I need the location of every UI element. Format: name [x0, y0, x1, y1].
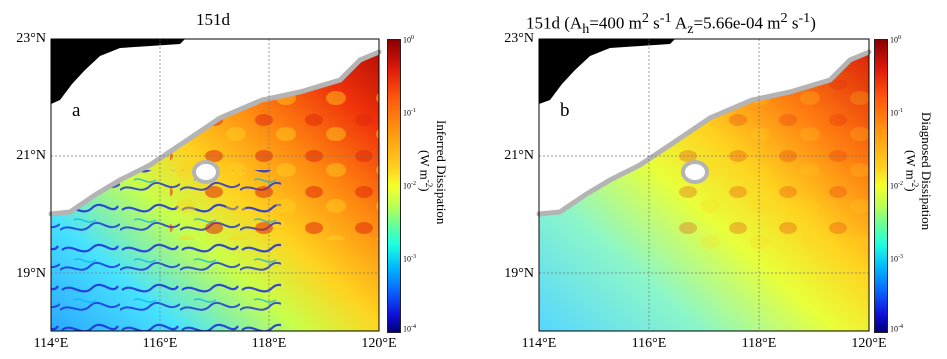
- coastline-b: [536, 49, 872, 217]
- colorbar-b: [874, 39, 888, 333]
- colorbar-unit-b: (W m-2): [903, 150, 920, 192]
- lon-label-114-b: 114°E: [521, 336, 557, 351]
- lat-label-21: 21°N: [16, 148, 46, 163]
- panel-title-a: 151d: [196, 10, 230, 29]
- panel-title-b: 151d (Ah=400 m2 s-1 Az=5.66e-04 m2 s-1): [526, 10, 816, 38]
- lat-label-23: 23°N: [16, 31, 46, 46]
- map-frame-a: [50, 38, 380, 332]
- coastline-a: [48, 49, 382, 217]
- island-a: [192, 160, 220, 184]
- lon-label-114: 114°E: [33, 336, 69, 351]
- panel-a: 151d a 23°N 21°N 19°N 114°E 116°E 118°E …: [0, 0, 473, 359]
- panel-letter-a: a: [72, 100, 81, 121]
- colorbar-tick-3-b: 10-3: [890, 254, 903, 264]
- colorbar-tick-2-b: 10-2: [890, 181, 903, 191]
- colorbar-tick-1-a: 10-1: [403, 108, 416, 118]
- lat-label-23-b: 23°N: [504, 31, 534, 46]
- lon-label-116-b: 116°E: [631, 336, 667, 351]
- panel-letter-b: b: [560, 100, 570, 121]
- colorbar-unit-a: (W m-2): [417, 150, 434, 192]
- map-a-graphics: [48, 38, 382, 332]
- land-area-b: [539, 39, 869, 214]
- lon-label-120-b: 120°E: [851, 336, 887, 351]
- lon-label-120: 120°E: [361, 336, 397, 351]
- panel-b: 151d (Ah=400 m2 s-1 Az=5.66e-04 m2 s-1) …: [474, 0, 947, 359]
- lat-label-19: 19°N: [16, 266, 46, 281]
- colorbar-tick-0-a: 100: [403, 35, 414, 45]
- colorbar-tick-3-a: 10-3: [403, 254, 416, 264]
- lat-label-19-b: 19°N: [504, 266, 534, 281]
- colorbar-tick-1-b: 10-1: [890, 108, 903, 118]
- land-mass-dark-b: [539, 39, 675, 104]
- lon-label-116: 116°E: [142, 336, 178, 351]
- colorbar-tick-0-b: 100: [890, 35, 901, 45]
- land-mass-dark-a: [51, 39, 185, 104]
- island-b: [681, 160, 709, 184]
- map-frame-b: [538, 38, 870, 332]
- colorbar-tick-4-b: 10-4: [890, 324, 903, 334]
- colorbar-tick-2-a: 10-2: [403, 181, 416, 191]
- lon-label-118: 118°E: [251, 336, 287, 351]
- lat-label-21-b: 21°N: [504, 148, 534, 163]
- map-b-graphics: [536, 38, 872, 332]
- colorbar-label-b: Diagnosed Dissipation: [919, 112, 934, 231]
- colorbar-label-a: Inferred Dissipation: [434, 120, 449, 225]
- land-area-a: [51, 39, 379, 214]
- colorbar-tick-4-a: 10-4: [403, 324, 416, 334]
- lon-label-118-b: 118°E: [741, 336, 777, 351]
- colorbar-a: [387, 39, 401, 333]
